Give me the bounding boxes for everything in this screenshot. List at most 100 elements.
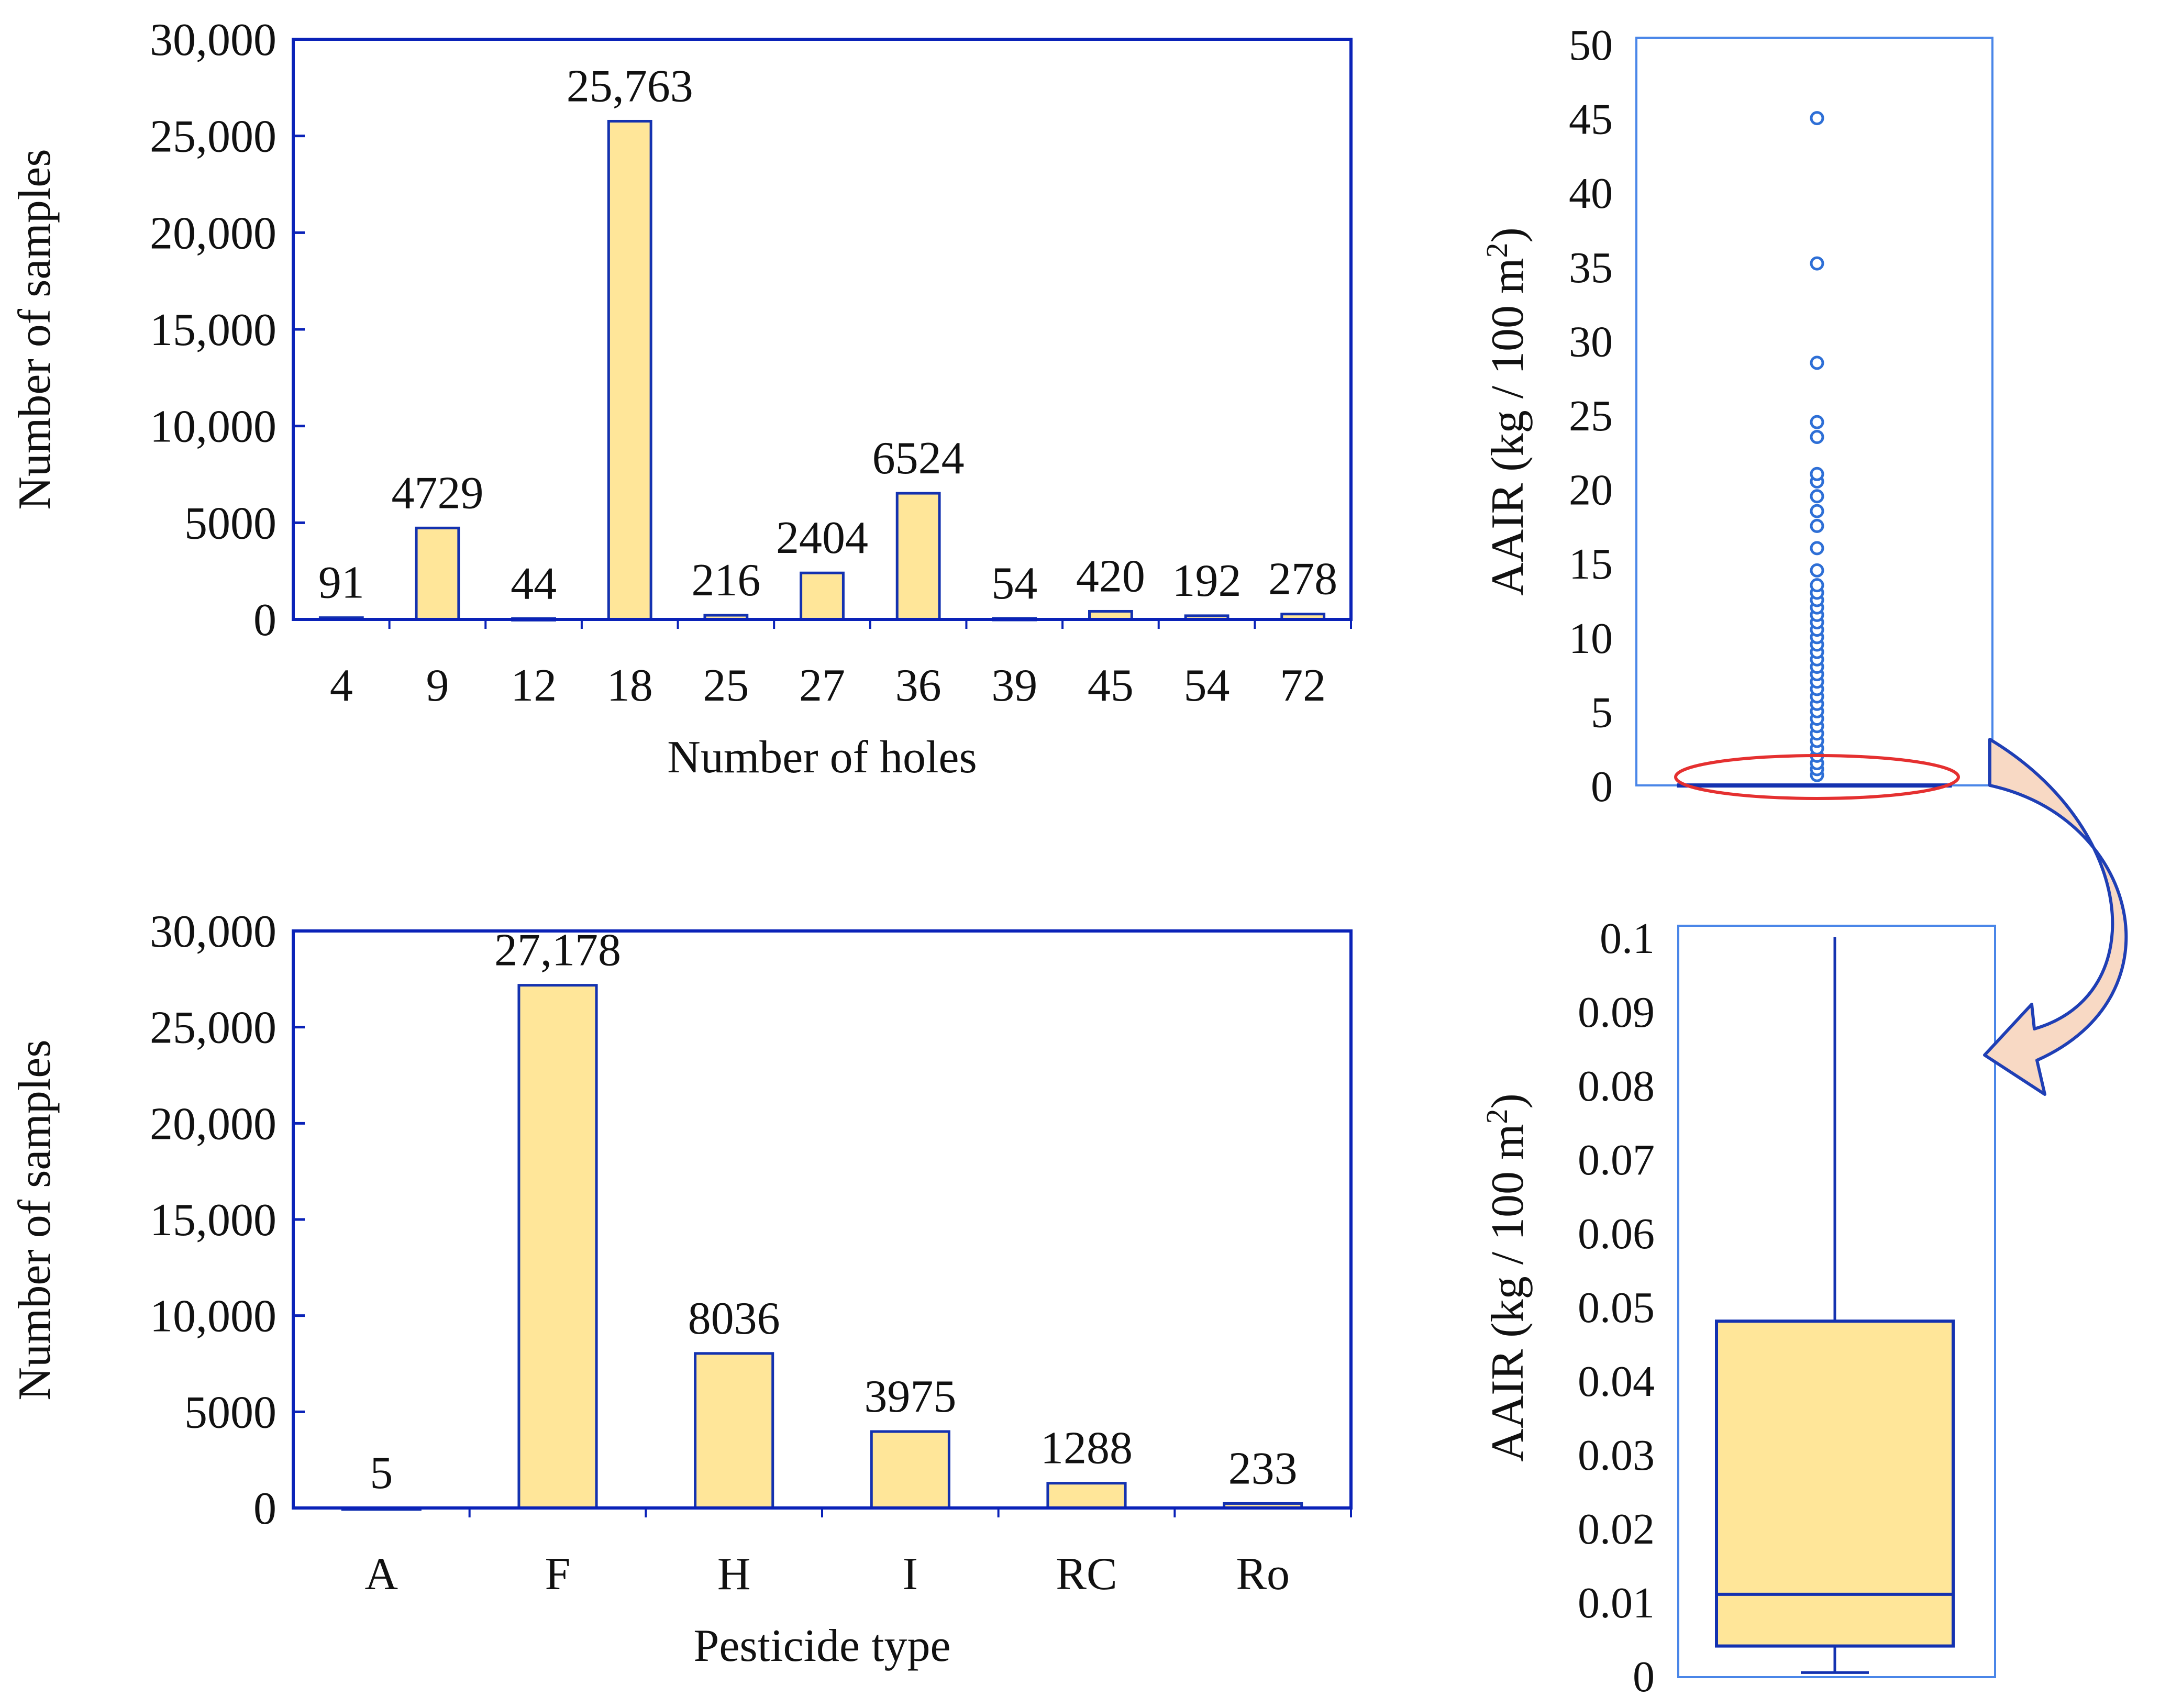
pesticide-y-tick-label: 30,000 [150,906,276,957]
pesticide-data-label: 8036 [688,1293,780,1344]
holes-data-label: 6524 [872,433,965,484]
aair-outlier-point [1810,467,1824,481]
aair-zoom-boxplot: 0 0.01 0.02 0.03 0.04 0.05 0.06 0.07 0.08 0.09 0.1… [1480,914,1996,1701]
aair-outlier-point [1810,504,1824,518]
pesticide-x-tick-label: RC [1056,1549,1117,1600]
holes-bar-36 [895,492,941,621]
aair_zoom-y-tick-label: 0.07 [1578,1136,1655,1184]
aair-outlier-point [1810,356,1824,370]
pesticide-data-label: 233 [1228,1443,1298,1494]
aair_full-y-tick-label: 5 [1591,688,1613,737]
zoom-arrow [1983,738,2128,1096]
aair-full-box [1677,783,1952,788]
holes-x-tick-label: 12 [511,660,557,711]
pesticide-y-tick-label: 15,000 [150,1195,276,1246]
pesticide-bar-chart: 0 5000 10,000 15,000 20,000 25,000 30,000 5 A 27… [9,906,1353,1671]
pesticide-bar-RC [1046,1482,1127,1510]
aair-outlier-point [1810,489,1824,504]
aair_full-y-tick-label: 40 [1569,169,1613,218]
pesticide-bar-F [517,984,598,1510]
holes-x-tick-label: 9 [426,660,449,711]
aair-outlier-point [1810,518,1824,533]
holes-x-tick-label: 27 [799,660,845,711]
aair-outlier-point [1810,563,1824,578]
aair_full-y-tick-label: 35 [1569,243,1613,292]
aair_full-y-tick-label: 45 [1569,95,1613,144]
holes-y-tick-label: 0 [253,595,276,646]
aair-outlier-point [1810,541,1824,556]
holes-data-label: 4729 [391,468,483,518]
holes-data-label: 216 [691,555,760,606]
pesticide-bar-I [870,1430,950,1510]
aair_full-y-tick-label: 15 [1569,540,1613,589]
aair_zoom-y-tick-label: 0.1 [1600,914,1655,963]
pesticide-data-label: 5 [370,1448,393,1499]
holes-x-tick-label: 54 [1184,660,1230,711]
holes-plot-frame [292,38,1353,621]
pesticide-y-tick-label: 10,000 [150,1291,276,1342]
pesticide-y-tick-label: 0 [253,1483,276,1534]
aair_zoom-y-tick-label: 0.01 [1578,1579,1655,1627]
aair_full-y-tick-label: 25 [1569,392,1613,440]
holes-y-tick-label: 10,000 [150,402,276,452]
aair_zoom-y-tick-label: 0.02 [1578,1505,1655,1554]
pesticide-x-tick-label: H [717,1549,751,1600]
near-zero-highlight-ellipse [1674,754,1960,800]
aair-full-y-axis-label: AAIR (kg / 100 m2) [1480,227,1533,596]
holes-data-label: 192 [1172,556,1242,606]
aair-zoom-y-axis-label: AAIR (kg / 100 m2) [1480,1093,1533,1462]
pesticide-x-tick-label: A [365,1549,398,1600]
aair-zoom-box [1715,1319,1955,1648]
holes-data-label: 44 [511,558,557,609]
aair_zoom-y-tick-label: 0 [1633,1652,1655,1701]
aair-outlier-point [1810,429,1824,444]
pesticide-y-tick-label: 25,000 [150,1003,276,1053]
aair-full-boxplot: 0 5 10 15 20 25 30 35 40 45 50 AAIR (kg / 100 m2) [1480,21,1993,811]
holes-y-tick-label: 25,000 [150,112,276,162]
holes-bar-27 [800,571,845,621]
holes-y-tick-label: 15,000 [150,305,276,356]
aair_full-y-tick-label: 20 [1569,466,1613,515]
pesticide-data-label: 1288 [1040,1423,1133,1474]
pesticide-data-label: 27,178 [494,925,621,976]
aair_zoom-y-tick-label: 0.09 [1578,988,1655,1037]
holes-bar-18 [607,119,652,621]
holes-y-tick-label: 20,000 [150,208,276,259]
aair_zoom-y-tick-label: 0.08 [1578,1062,1655,1111]
aair_full-y-tick-label: 0 [1591,762,1613,811]
pesticide-data-label: 3975 [864,1371,956,1422]
holes-x-tick-label: 39 [991,660,1037,711]
pesticide-y-axis-label: Number of samples [9,1039,60,1400]
holes-y-tick-label: 30,000 [150,15,276,65]
holes-x-tick-label: 72 [1280,660,1326,711]
holes-data-label: 91 [318,558,364,608]
pesticide-x-axis-label: Pesticide type [693,1621,950,1671]
holes-bar-9 [415,526,460,621]
pesticide-plot-frame [292,929,1353,1510]
holes-data-label: 54 [991,558,1037,609]
holes-data-label: 2404 [776,513,868,563]
aair_zoom-y-tick-label: 0.03 [1578,1431,1655,1480]
pesticide-y-tick-label: 5000 [184,1387,276,1438]
holes-y-tick-label: 5000 [184,498,276,549]
aair-outlier-point [1810,578,1824,593]
holes-x-tick-label: 18 [607,660,653,711]
pesticide-y-tick-label: 20,000 [150,1099,276,1149]
aair_zoom-y-tick-label: 0.05 [1578,1283,1655,1332]
holes-y-axis-label: Number of samples [9,149,60,509]
aair_zoom-y-tick-label: 0.04 [1578,1357,1655,1406]
holes-x-tick-label: 4 [330,660,353,711]
holes-x-tick-label: 25 [703,660,749,711]
pesticide-x-tick-label: Ro [1236,1549,1290,1600]
aair-outlier-point [1810,111,1824,126]
aair_full-y-tick-label: 10 [1569,614,1613,663]
aair_full-y-tick-label: 50 [1569,21,1613,70]
holes-x-tick-label: 45 [1088,660,1134,711]
aair_full-y-tick-label: 30 [1569,317,1613,366]
holes-data-label: 278 [1268,554,1337,605]
holes-x-axis-label: Number of holes [667,732,977,783]
holes-x-tick-label: 36 [895,660,941,711]
aair-zoom-plot-frame [1677,925,1996,1678]
